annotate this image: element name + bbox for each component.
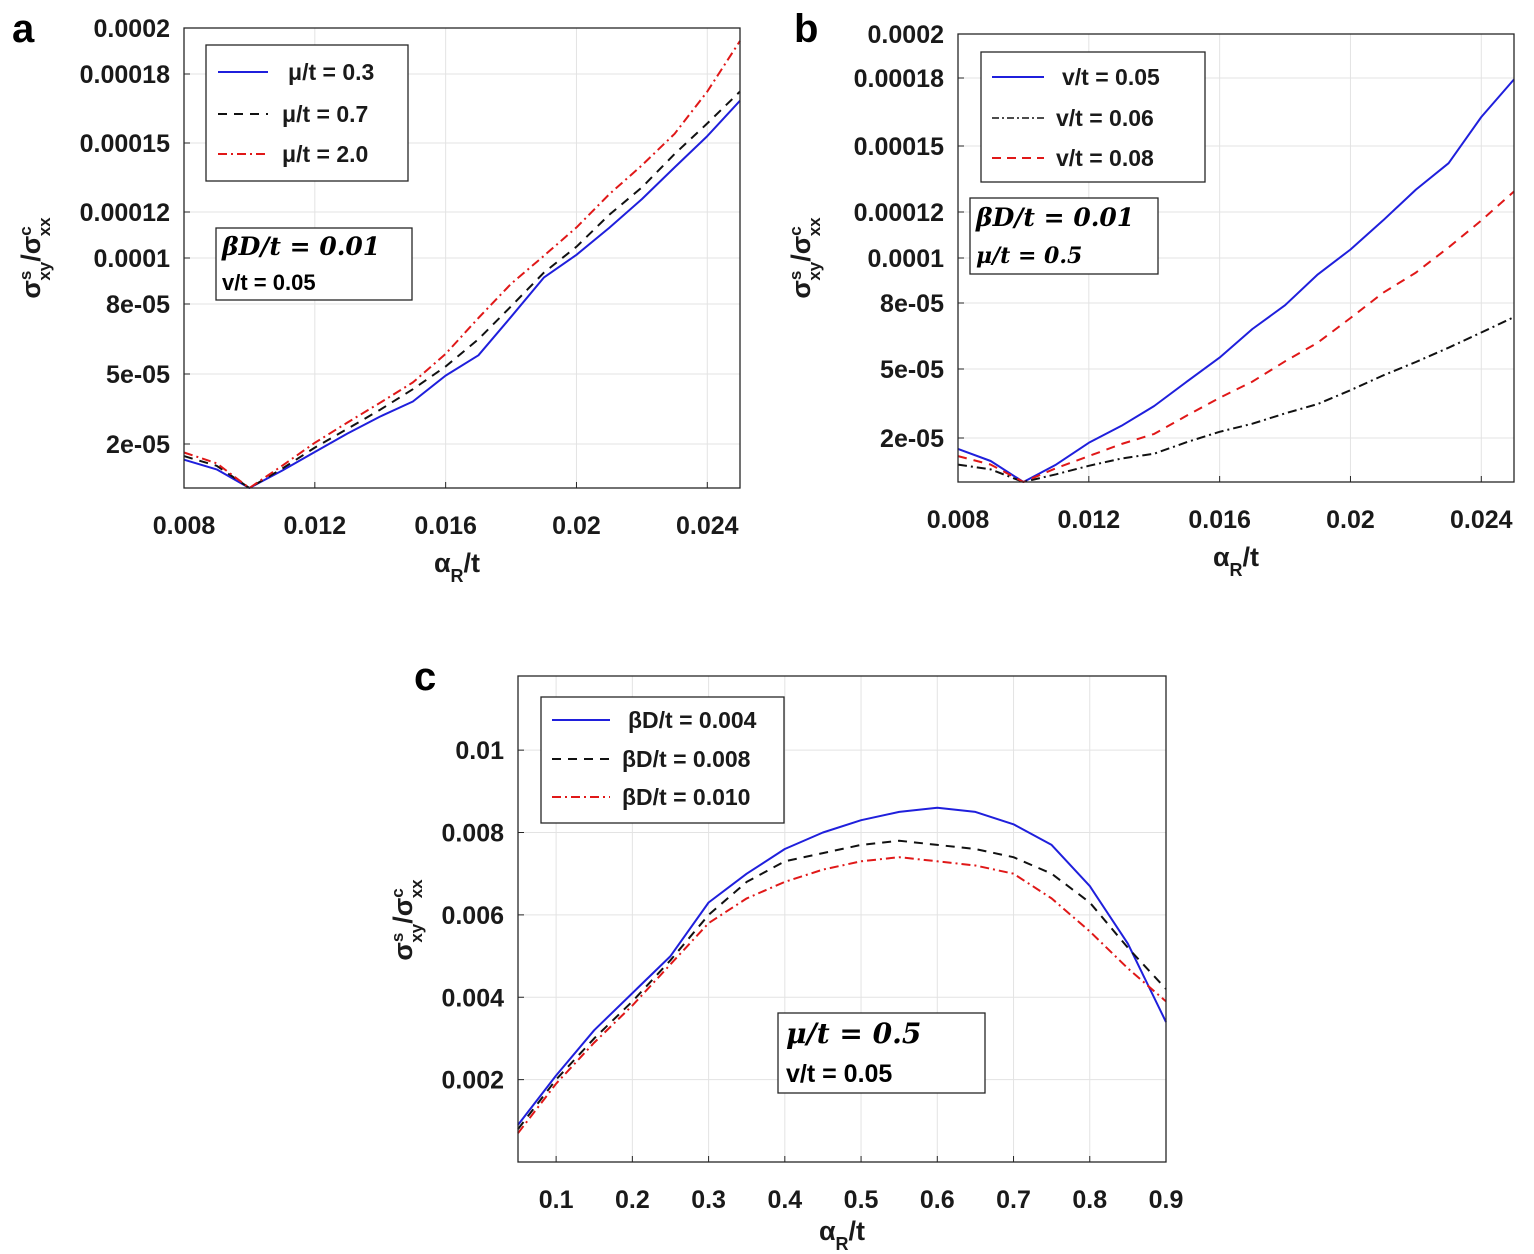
panel-b-series	[957, 78, 1515, 483]
panel-b-y-ticks: 2e-05 5e-05 8e-05 0.0001 0.00012 0.00015 0.000…	[854, 21, 964, 453]
panel-b-x-tick-label: 0.016	[1188, 506, 1251, 534]
panel-b-y-tick-label: 5e-05	[880, 356, 944, 384]
panel-b-legend-label-0: v/t = 0.05	[1062, 64, 1160, 90]
panel-b-x-tick-label: 0.012	[1058, 506, 1121, 534]
panel-c-y-tick-label: 0.01	[455, 737, 504, 765]
panel-b-y-tick-label: 0.00015	[854, 133, 944, 161]
panel-b-legend-box	[980, 51, 1206, 183]
panel-b-y-tick-label: 0.00012	[854, 199, 944, 227]
panel-c-x-ticks: 0.1 0.2 0.3 0.4 0.5 0.6 0.7 0.8 0.9	[539, 1156, 1184, 1214]
panel-a-series-1-line	[183, 90, 741, 489]
panel-b-series-1-line	[957, 316, 1515, 483]
panel-c-x-tick-label: 0.1	[539, 1186, 574, 1214]
panel-a-letter: a	[12, 7, 35, 51]
panel-c-annotation-box	[777, 1012, 986, 1094]
panel-a-x-tick-label: 0.024	[676, 512, 739, 540]
panel-c-x-tick-label: 0.6	[920, 1186, 955, 1214]
panel-a-annotation: βD/t = 0.01 v/t = 0.05	[215, 227, 413, 301]
panel-b: b 2e-05 5e-05 8e-05 0.0001 0.00012 0.00015 0.0…	[786, 7, 1515, 580]
panel-a-y-tick-label: 0.00018	[80, 61, 170, 89]
panel-b-x-axis-label: αR/t	[1213, 542, 1259, 580]
panel-c-annotation: μ/t = 0.5 v/t = 0.05	[777, 1012, 986, 1094]
panel-c-annotation-text: v/t = 0.05	[786, 1060, 892, 1088]
panel-a: a 2e-05 5e-05 8e-05 0.0001 0.00012 0.00015 0.0…	[12, 7, 741, 586]
panel-a-y-tick-label: 0.0002	[94, 15, 170, 43]
panel-a-legend-label-1: μ/t = 0.7	[282, 101, 368, 127]
panel-b-x-tick-label: 0.008	[927, 506, 990, 534]
panel-b-x-tick-label: 0.024	[1450, 506, 1513, 534]
panel-a-series-0-line	[183, 100, 741, 489]
panel-c-letter: c	[414, 655, 436, 699]
panel-b-y-tick-label: 0.0001	[868, 245, 945, 273]
panel-a-x-tick-label: 0.02	[552, 512, 601, 540]
panel-b-annotation-box	[969, 197, 1159, 275]
panel-b-y-axis-label: σsxy/σcxx	[786, 217, 824, 299]
panel-a-y-tick-label: 0.00012	[80, 199, 170, 227]
panel-c-x-tick-label: 0.2	[615, 1186, 650, 1214]
panel-a-x-axis-label: αR/t	[434, 548, 480, 586]
panel-c-x-tick-label: 0.9	[1149, 1186, 1184, 1214]
panel-c-y-tick-label: 0.002	[441, 1067, 504, 1095]
panel-b-y-tick-label: 0.00018	[854, 65, 944, 93]
panel-a-x-tick-label: 0.016	[414, 512, 477, 540]
panel-c-legend-label-0: βD/t = 0.004	[628, 707, 757, 733]
panel-b-annotation-math-2: μ/t = 0.5	[976, 243, 1082, 269]
panel-c-annotation-math: μ/t = 0.5	[786, 1017, 921, 1050]
panel-a-annotation-math: βD/t = 0.01	[221, 232, 380, 261]
panel-a-series-2-line	[183, 40, 741, 489]
panel-c-x-tick-label: 0.3	[691, 1186, 726, 1214]
panel-c-x-tick-label: 0.4	[767, 1186, 802, 1214]
panel-c-x-tick-label: 0.8	[1072, 1186, 1107, 1214]
panel-a-x-ticks: 0.008 0.012 0.016 0.02 0.024	[153, 482, 739, 540]
panel-a-x-tick-label: 0.008	[153, 512, 216, 540]
panel-a-y-tick-label: 8e-05	[106, 291, 170, 319]
panel-c-legend-label-1: βD/t = 0.008	[622, 746, 751, 772]
panel-c-series-1-line	[517, 839, 1167, 1130]
panel-a-x-tick-label: 0.012	[284, 512, 347, 540]
panel-a-legend-label-0: μ/t = 0.3	[288, 59, 374, 85]
panel-c-y-tick-label: 0.008	[441, 820, 504, 848]
panel-c-plot-frame	[517, 675, 1167, 1163]
panel-a-y-axis-label: σsxy/σcxx	[16, 217, 54, 299]
panel-b-letter: b	[794, 7, 818, 51]
panel-b-y-tick-label: 0.0002	[868, 21, 944, 49]
panel-b-y-tick-label: 8e-05	[880, 290, 944, 318]
panel-c-series-0-line	[517, 806, 1167, 1126]
panel-a-legend: μ/t = 0.3 μ/t = 0.7 μ/t = 2.0	[205, 44, 409, 182]
panel-a-y-tick-label: 2e-05	[106, 431, 170, 459]
panel-a-annotation-box	[215, 227, 413, 301]
panel-c-x-axis-label: αR/t	[819, 1216, 865, 1254]
panel-a-y-ticks: 2e-05 5e-05 8e-05 0.0001 0.00012 0.00015 0.000…	[80, 15, 190, 459]
panel-b-legend-label-1: v/t = 0.06	[1056, 105, 1154, 131]
panel-c-legend: βD/t = 0.004 βD/t = 0.008 βD/t = 0.010	[540, 696, 785, 824]
panel-c-y-axis-label: σsxy/σcxx	[388, 879, 426, 961]
panel-b-series-0-line	[957, 78, 1515, 483]
panel-a-legend-label-2: μ/t = 2.0	[282, 141, 368, 167]
panel-b-annotation: βD/t = 0.01 μ/t = 0.5	[969, 197, 1159, 275]
panel-b-y-tick-label: 2e-05	[880, 425, 944, 453]
panel-c-series	[517, 806, 1167, 1134]
panel-b-legend: v/t = 0.05 v/t = 0.06 v/t = 0.08	[980, 51, 1206, 183]
panel-b-x-ticks: 0.008 0.012 0.016 0.02 0.024	[927, 476, 1513, 534]
panel-c-y-ticks: 0.002 0.004 0.006 0.008 0.01	[441, 737, 524, 1095]
panel-c-legend-box	[540, 696, 785, 824]
panel-b-series-2-line	[957, 190, 1515, 483]
panel-c-x-tick-label: 0.5	[844, 1186, 879, 1214]
panel-b-x-tick-label: 0.02	[1326, 506, 1375, 534]
panel-a-annotation-text: v/t = 0.05	[222, 270, 316, 295]
panel-c-y-tick-label: 0.004	[441, 984, 504, 1012]
panel-c-y-tick-label: 0.006	[441, 902, 504, 930]
panel-a-y-tick-label: 0.0001	[94, 245, 171, 273]
panel-a-y-tick-label: 0.00015	[80, 130, 170, 158]
panel-a-y-tick-label: 5e-05	[106, 361, 170, 389]
panel-b-annotation-math: βD/t = 0.01	[975, 203, 1134, 232]
panel-a-series	[183, 40, 741, 489]
panel-c-x-tick-label: 0.7	[996, 1186, 1031, 1214]
panel-c-legend-label-2: βD/t = 0.010	[622, 784, 750, 810]
panel-b-legend-label-2: v/t = 0.08	[1056, 145, 1154, 171]
